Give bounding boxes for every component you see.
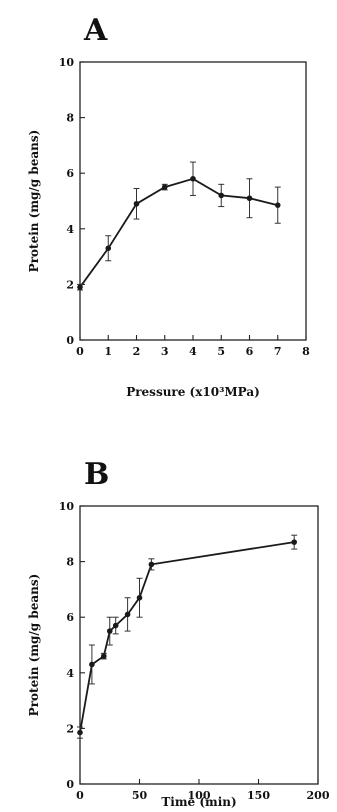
b-data-point-6: [136, 594, 143, 601]
a-data-point-4: [190, 175, 196, 182]
panel-b: B 0 50 100 150 200 0 2 4 6 8 10 Time (min) Protein (m…: [27, 457, 330, 809]
b-data-point-8: [291, 539, 298, 545]
a-data-point-3: [161, 184, 168, 190]
b-data-point-5: [124, 611, 131, 618]
a-x-tick-label-8: 8: [302, 345, 310, 358]
a-data-point-2: [133, 200, 140, 207]
b-y-tick-label-2: 4: [66, 667, 74, 680]
a-data-point-0: [77, 284, 83, 290]
b-x-tick-label-4: 200: [307, 789, 330, 802]
a-x-tick-label-1: 1: [104, 345, 112, 358]
b-y-tick-label-5: 10: [59, 500, 75, 513]
a-x-tick-label-6: 6: [246, 345, 254, 358]
a-y-tick-label-4: 8: [66, 112, 74, 125]
a-data-point-7: [274, 202, 281, 208]
a-x-tick-label-5: 5: [217, 345, 225, 358]
a-x-axis-title: Pressure (x10³MPa): [126, 385, 260, 399]
a-panel-letter: A: [83, 13, 108, 48]
a-x-tick-label-4: 4: [189, 345, 197, 358]
a-x-tick-label-3: 3: [161, 345, 169, 358]
b-y-axis-title: Protein (mg/g beans): [27, 574, 41, 717]
a-y-tick-label-2: 4: [66, 223, 74, 236]
b-y-tick-label-1: 2: [66, 722, 74, 735]
b-x-tick-label-3: 150: [247, 789, 270, 802]
a-y-tick-label-5: 10: [59, 56, 75, 69]
b-data-point-0: [77, 729, 83, 736]
a-x-tick-label-2: 2: [133, 345, 141, 358]
a-data-point-1: [105, 245, 112, 252]
b-x-axis-title: Time (min): [161, 795, 236, 809]
a-y-tick-label-1: 2: [66, 278, 74, 291]
b-panel-letter: B: [84, 457, 109, 492]
b-data-point-4: [112, 622, 119, 629]
b-x-tick-label-2: 100: [188, 789, 211, 802]
a-x-tick-label-0: 0: [76, 345, 84, 358]
b-y-tick-label-0: 0: [66, 778, 74, 791]
b-data-point-2: [101, 653, 107, 659]
b-series-line-0: [79, 541, 295, 733]
b-data-point-1: [89, 661, 95, 668]
b-plot-frame: [79, 505, 319, 785]
a-plot-frame: [79, 61, 307, 341]
a-data-point-6: [246, 195, 253, 202]
a-series-line-0: [79, 177, 279, 288]
b-data-point-3: [106, 628, 113, 634]
b-x-tick-label-1: 50: [132, 789, 148, 802]
a-y-tick-label-3: 6: [66, 167, 74, 180]
b-y-tick-label-4: 8: [66, 556, 74, 569]
a-x-tick-label-7: 7: [274, 345, 282, 358]
b-x-tick-label-0: 0: [76, 789, 84, 802]
b-y-tick-label-3: 6: [66, 611, 74, 624]
b-data-point-7: [148, 561, 155, 568]
panel-a: A 0 1 2 3 4 5 6 7 8 0 2 4 6 8 10 Pressure (x10³MPa) Prote…: [27, 13, 310, 399]
a-y-axis-title: Protein (mg/g beans): [27, 130, 41, 273]
a-y-tick-label-0: 0: [66, 334, 74, 347]
a-data-point-5: [218, 192, 225, 199]
